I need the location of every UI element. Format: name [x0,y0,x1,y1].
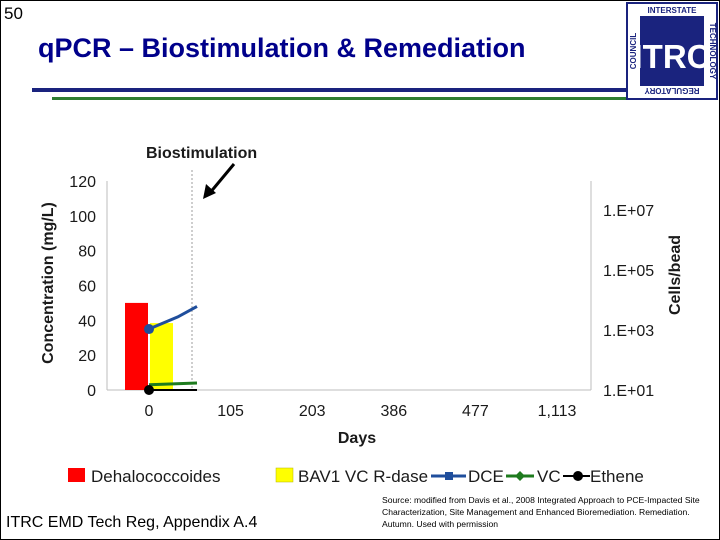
legend-label-bav1: BAV1 VC R-dase [298,467,428,486]
legend-label-dehalococcoides: Dehalococcoides [91,467,220,486]
x-tick-label: 1,113 [538,403,577,420]
y-tick-label: 100 [69,209,96,226]
slide-number: 50 [4,4,23,23]
legend-marker-dce [445,472,453,480]
marker-ethene [144,385,154,395]
bar-dehalococcoides [125,302,148,390]
y-tick-label: 40 [78,313,96,330]
y2-tick-label: 1.E+01 [603,383,654,400]
legend-marker-ethene [573,471,583,481]
x-tick-label: 203 [299,403,326,420]
x-tick-label: 386 [380,403,407,420]
x-axis-title: Days [338,430,376,447]
y2-tick-label: 1.E+07 [603,203,654,220]
x-tick-label: 105 [217,403,244,420]
y-tick-label: 20 [78,348,96,365]
y-tick-label: 60 [78,279,96,296]
y-tick-label: 0 [87,383,96,400]
slide-title: q​PCR – Biostimulation & Remediation [38,33,526,63]
logo-ring-top: INTERSTATE [647,6,697,15]
bar-bav1 [150,323,173,390]
y-tick-label: 120 [69,174,96,191]
footer-citation: ITRC EMD Tech Reg, Appendix A.4 [6,514,258,531]
y-tick-labels: 0 20 40 60 80 100 120 [69,174,96,400]
legend-label-ethene: Ethene [590,467,644,486]
line-dce [148,305,198,331]
y2-tick-label: 1.E+05 [603,263,654,280]
logo-ring-right: TECHNOLOGY [708,23,717,80]
x-tick-labels: 0 105 203 386 477 1,113 [145,403,577,420]
itrc-logo: ITRC INTERSTATE REGULATORY COUNCIL TECHN… [626,2,718,100]
legend: Dehalococcoides BAV1 VC R-dase DCE VC Ethene [68,467,644,486]
x-tick-label: 477 [462,403,489,420]
legend-label-vc: VC [537,467,561,486]
legend-marker-vc [515,471,525,481]
y-tick-label: 80 [78,244,96,261]
line-vc [148,381,198,387]
y2-axis-title: Cells/bead [667,235,684,315]
series-lines [144,305,198,395]
biostimulation-arrow [203,163,236,199]
bars [125,302,173,390]
marker-dce [144,324,154,335]
y-axis-title: Concentration (mg/L) [40,202,57,364]
title-rule-blue [32,88,628,92]
logo-letters: ITRC [634,38,711,75]
logo-ring-bottom: REGULATORY [644,86,700,95]
logo-ring-left: COUNCIL [629,33,638,70]
y2-tick-labels: 1.E+01 1.E+03 1.E+05 1.E+07 [603,203,654,400]
biostimulation-label: Biostimulation [146,145,257,162]
source-note: Source: modified from Davis et al., 2008… [382,495,700,529]
title-rule-green [52,97,718,100]
legend-swatch-dehalococcoides [68,468,85,482]
y2-tick-label: 1.E+03 [603,323,654,340]
legend-label-dce: DCE [468,467,504,486]
x-tick-label: 0 [145,403,154,420]
legend-swatch-bav1 [275,467,294,483]
